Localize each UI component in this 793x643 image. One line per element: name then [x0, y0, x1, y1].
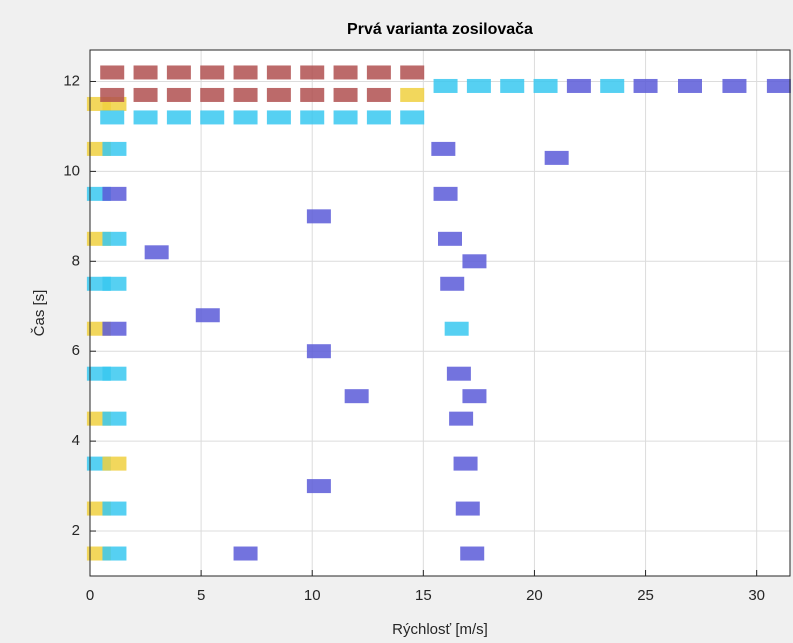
heat-cell — [300, 110, 325, 125]
heat-cell — [100, 110, 125, 125]
heat-cell — [544, 150, 569, 165]
heat-cell — [102, 411, 127, 426]
heat-cell — [266, 65, 291, 80]
heat-cell — [233, 546, 258, 561]
heat-cell — [266, 87, 291, 102]
plot-area — [90, 50, 790, 576]
heat-cell — [306, 479, 331, 494]
heat-cell — [333, 110, 358, 125]
heat-cell — [100, 65, 125, 80]
x-tick-label: 25 — [637, 587, 654, 604]
heat-cell — [366, 87, 391, 102]
heat-cell — [306, 209, 331, 224]
heat-cell — [400, 87, 425, 102]
heat-cell — [333, 87, 358, 102]
heat-cell — [460, 546, 485, 561]
x-tick-label: 15 — [415, 587, 432, 604]
heat-cell — [300, 87, 325, 102]
heat-cell — [100, 87, 125, 102]
y-tick-label: 8 — [72, 252, 80, 269]
heat-cell — [200, 87, 225, 102]
heat-cell — [566, 78, 591, 93]
heat-cell — [449, 411, 474, 426]
chart-title: Prvá varianta zosilovača — [347, 21, 533, 38]
heat-cell — [102, 546, 127, 561]
heat-cell — [466, 78, 491, 93]
heat-cell — [462, 254, 487, 269]
heat-cell — [453, 456, 478, 471]
y-tick-label: 12 — [63, 72, 80, 89]
heat-cell — [166, 87, 191, 102]
y-tick-label: 10 — [63, 162, 80, 179]
heat-cell — [678, 78, 702, 93]
axes-box — [89, 49, 791, 577]
heat-cell — [400, 65, 425, 80]
heat-cell — [102, 501, 127, 516]
heat-cell — [766, 78, 791, 93]
heat-cell — [102, 141, 127, 156]
heat-cell — [444, 321, 469, 336]
heat-cell — [300, 65, 325, 80]
heat-cell — [266, 110, 291, 125]
heat-cell — [366, 110, 391, 125]
heat-cell — [462, 389, 487, 404]
heat-cell — [433, 186, 458, 201]
heat-cell — [133, 110, 158, 125]
marks — [86, 50, 791, 576]
heat-cell — [233, 65, 258, 80]
x-axis-label: Rýchlosť [m/s] — [392, 621, 488, 638]
heat-cell — [200, 110, 225, 125]
heat-cell — [440, 276, 465, 291]
y-tick-label: 6 — [72, 342, 80, 359]
heat-cell — [166, 65, 191, 80]
heat-cell — [133, 87, 158, 102]
heat-cell — [102, 186, 127, 201]
heat-cell — [633, 78, 658, 93]
x-tick-label: 0 — [86, 587, 94, 604]
heat-cell — [400, 110, 425, 125]
heat-cell — [102, 456, 127, 471]
y-tick-label: 4 — [72, 432, 80, 449]
heat-cell — [200, 65, 225, 80]
y-axis-label: Čas [s] — [31, 290, 48, 337]
heat-cell — [431, 141, 456, 156]
x-tick-label: 5 — [197, 587, 205, 604]
heat-cell — [500, 78, 525, 93]
heat-cell — [102, 321, 127, 336]
heat-cell — [166, 110, 191, 125]
heat-cell — [344, 389, 369, 404]
heat-cell — [366, 65, 391, 80]
heat-cell — [306, 344, 331, 359]
heat-cell — [144, 245, 169, 260]
heat-cell — [722, 78, 747, 93]
x-tick-label: 10 — [304, 587, 321, 604]
heat-cell — [133, 65, 158, 80]
heat-cell — [446, 366, 471, 381]
heat-cell — [438, 231, 462, 246]
heat-cell — [455, 501, 480, 516]
heat-cell — [333, 65, 358, 80]
heat-cell — [533, 78, 558, 93]
x-tick-label: 20 — [526, 587, 543, 604]
heat-cell — [102, 231, 127, 246]
heat-cell — [433, 78, 458, 93]
y-tick-label: 2 — [72, 522, 80, 539]
heat-cell — [195, 308, 220, 323]
heat-cell — [102, 276, 127, 291]
heat-cell — [233, 110, 258, 125]
heat-cell — [600, 78, 625, 93]
heat-cell — [102, 366, 127, 381]
x-tick-label: 30 — [748, 587, 765, 604]
heat-cell — [233, 87, 258, 102]
